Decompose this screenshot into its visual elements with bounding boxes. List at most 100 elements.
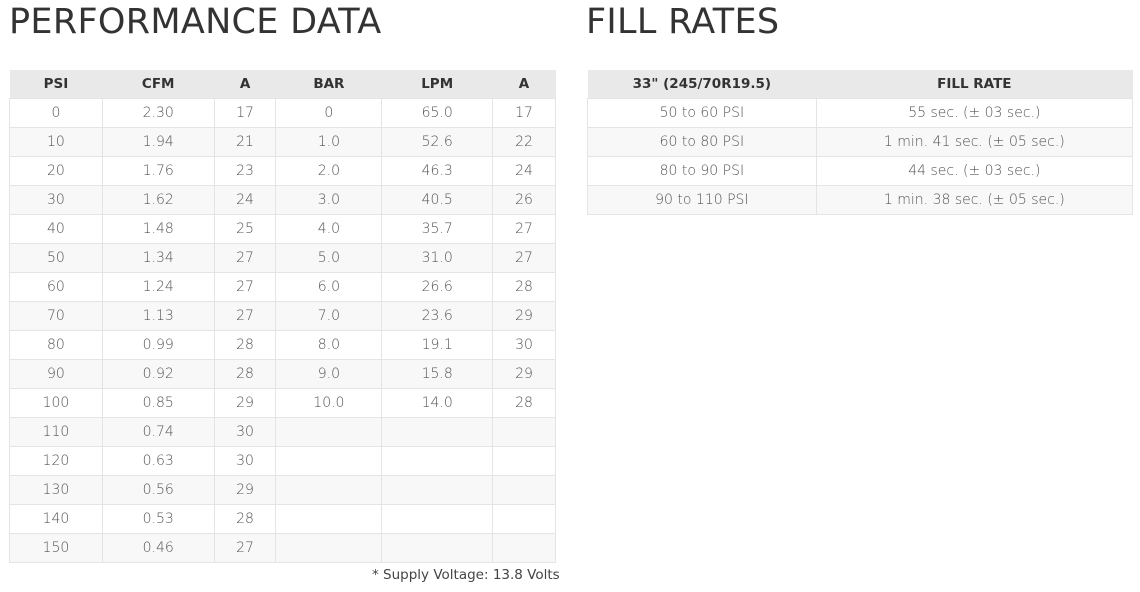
table-cell: 3.0: [275, 185, 383, 215]
table-row: 130 0.56 29: [9, 475, 556, 505]
table-cell: 1.0: [275, 127, 383, 157]
table-cell: 9.0: [275, 359, 383, 389]
table-cell: 30: [213, 417, 277, 447]
table-cell: 27: [213, 272, 277, 302]
table-cell: [492, 446, 556, 476]
table-cell: 110: [9, 417, 103, 447]
table-cell: 21: [213, 127, 277, 157]
table-cell: 50: [9, 243, 103, 273]
table-cell: 0.99: [101, 330, 215, 360]
table-row: 90 to 110 PSI 1 min. 38 sec. (± 05 sec.): [587, 185, 1134, 215]
table-cell: 46.3: [381, 156, 494, 186]
table-cell: 60 to 80 PSI: [587, 127, 817, 157]
column-header: 33" (245/70R19.5): [587, 70, 817, 99]
table-cell: [381, 475, 494, 505]
column-header: A: [492, 70, 556, 99]
table-cell: [381, 417, 494, 447]
table-cell: [275, 533, 383, 563]
table-cell: 1.24: [101, 272, 215, 302]
table-row: 60 to 80 PSI 1 min. 41 sec. (± 05 sec.): [587, 127, 1134, 157]
table-cell: 10.0: [275, 388, 383, 418]
table-cell: 31.0: [381, 243, 494, 273]
table-cell: 2.30: [101, 98, 215, 128]
table-cell: 0: [9, 98, 103, 128]
table-cell: 27: [213, 243, 277, 273]
table-cell: 1.76: [101, 156, 215, 186]
table-cell: 80: [9, 330, 103, 360]
table-cell: 0.92: [101, 359, 215, 389]
fill-rates-table: 33" (245/70R19.5) FILL RATE 50 to 60 PSI 5…: [587, 70, 1134, 215]
table-row: 50 1.34 27 5.0 31.0 27: [9, 243, 556, 273]
table-cell: 27: [492, 214, 556, 244]
table-cell: [492, 417, 556, 447]
table-cell: 70: [9, 301, 103, 331]
column-header: PSI: [9, 70, 103, 99]
table-row: 40 1.48 25 4.0 35.7 27: [9, 214, 556, 244]
header-row: PSI CFM A BAR LPM A: [9, 70, 556, 99]
table-cell: [275, 446, 383, 476]
table-cell: 10: [9, 127, 103, 157]
table-cell: 55 sec. (± 03 sec.): [815, 98, 1134, 128]
table-row: 80 to 90 PSI 44 sec. (± 03 sec.): [587, 156, 1134, 186]
column-header: LPM: [381, 70, 493, 99]
table-cell: 0.74: [101, 417, 215, 447]
table-cell: 0.85: [101, 388, 215, 418]
table-cell: 1 min. 41 sec. (± 05 sec.): [815, 127, 1134, 157]
table-cell: 1 min. 38 sec. (± 05 sec.): [815, 185, 1134, 215]
table-row: 70 1.13 27 7.0 23.6 29: [9, 301, 556, 331]
table-cell: 15.8: [381, 359, 494, 389]
table-cell: 1.34: [101, 243, 215, 273]
table-cell: [492, 475, 556, 505]
table-cell: 7.0: [275, 301, 383, 331]
table-cell: 29: [213, 388, 277, 418]
table-cell: 23.6: [381, 301, 494, 331]
table-cell: 27: [213, 301, 277, 331]
table-cell: 14.0: [381, 388, 494, 418]
table-cell: [381, 504, 494, 534]
table-cell: 1.13: [101, 301, 215, 331]
table-cell: 1.48: [101, 214, 215, 244]
table-cell: 4.0: [275, 214, 383, 244]
table-cell: 90: [9, 359, 103, 389]
table-cell: 40: [9, 214, 103, 244]
table-cell: 80 to 90 PSI: [587, 156, 817, 186]
table-cell: 140: [9, 504, 103, 534]
table-cell: [275, 475, 383, 505]
table-cell: 120: [9, 446, 103, 476]
table-cell: 2.0: [275, 156, 383, 186]
table-cell: 0.56: [101, 475, 215, 505]
table-cell: 40.5: [381, 185, 494, 215]
header-row: 33" (245/70R19.5) FILL RATE: [587, 70, 1133, 99]
supply-voltage-note: * Supply Voltage: 13.8 Volts: [372, 567, 560, 583]
table-cell: 26: [492, 185, 556, 215]
table-cell: 50 to 60 PSI: [587, 98, 817, 128]
table-cell: 0: [275, 98, 383, 128]
table-cell: 30: [492, 330, 556, 360]
table-cell: 20: [9, 156, 103, 186]
column-header: A: [214, 70, 276, 99]
table-cell: 44 sec. (± 03 sec.): [815, 156, 1134, 186]
table-row: 0 2.30 17 0 65.0 17: [9, 98, 556, 128]
table-row: 150 0.46 27: [9, 533, 556, 563]
table-cell: 25: [213, 214, 277, 244]
table-row: 110 0.74 30: [9, 417, 556, 447]
table-cell: 29: [213, 475, 277, 505]
table-cell: 5.0: [275, 243, 383, 273]
table-cell: 30: [213, 446, 277, 476]
table-row: 60 1.24 27 6.0 26.6 28: [9, 272, 556, 302]
table-cell: 60: [9, 272, 103, 302]
table-cell: 17: [213, 98, 277, 128]
table-cell: [275, 417, 383, 447]
table-cell: 27: [492, 243, 556, 273]
table-cell: [492, 533, 556, 563]
performance-table: PSI CFM A BAR LPM A 0 2.30 17 0 65.0 17 10 1.94 21 1.0…: [9, 70, 556, 563]
table-cell: 130: [9, 475, 103, 505]
table-cell: 28: [213, 330, 277, 360]
table-cell: 28: [492, 388, 556, 418]
table-cell: 1.62: [101, 185, 215, 215]
table-cell: 65.0: [381, 98, 494, 128]
table-cell: 90 to 110 PSI: [587, 185, 817, 215]
table-cell: 28: [213, 359, 277, 389]
table-cell: [381, 533, 494, 563]
table-cell: [492, 504, 556, 534]
